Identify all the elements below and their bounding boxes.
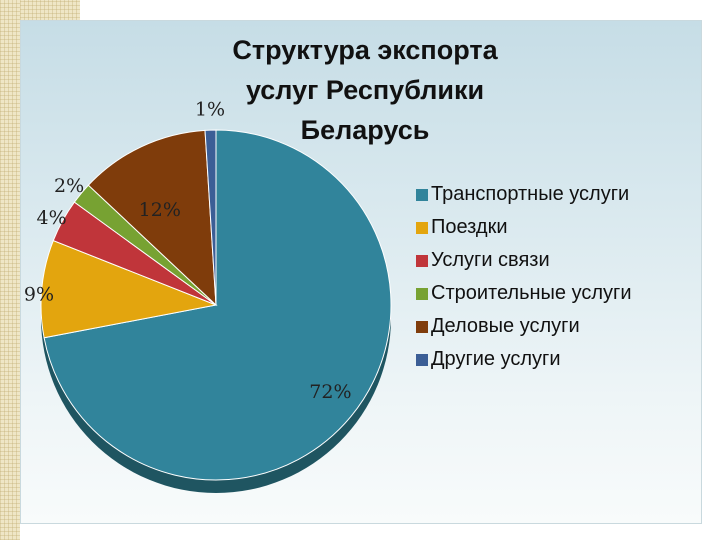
data-labels: 72% 9% 4% 2% 12% 1% <box>24 99 352 403</box>
legend-label: Поездки <box>431 216 508 238</box>
legend-item: Строительные услуги <box>416 277 632 310</box>
decorative-top-band <box>20 0 80 22</box>
legend-swatch <box>416 221 428 234</box>
chart-title-line-3: Беларусь <box>300 115 430 145</box>
chart-title-line-1: Структура экспорта <box>232 35 498 65</box>
legend-item: Поездки <box>416 211 632 244</box>
legend-label: Другие услуги <box>431 348 561 370</box>
data-label-4: 2% <box>54 175 84 197</box>
pie-slice-1 <box>43 129 392 481</box>
pie-slice-6 <box>204 129 217 306</box>
pie-slice-2 <box>40 239 218 339</box>
legend-swatch <box>416 353 428 366</box>
legend-swatch <box>416 188 428 201</box>
data-label-6: 1% <box>195 99 225 121</box>
pie-slices <box>40 129 392 493</box>
data-label-2: 9% <box>24 284 54 306</box>
chart-legend: Транспортные услуги Поездки Услуги связи… <box>416 178 632 376</box>
legend-label: Строительные услуги <box>431 282 632 304</box>
data-label-5: 12% <box>139 199 181 221</box>
legend-item: Другие услуги <box>416 343 632 376</box>
chart-title: Структура экспорта услуг Республики Бела… <box>185 30 545 150</box>
data-label-1: 72% <box>309 381 351 403</box>
legend-item: Деловые услуги <box>416 310 632 343</box>
legend-label: Деловые услуги <box>431 315 580 337</box>
legend-label: Услуги связи <box>431 249 550 271</box>
legend-swatch <box>416 287 428 300</box>
legend-label: Транспортные услуги <box>431 183 630 205</box>
legend-swatch <box>416 254 428 267</box>
pie-slice-5 <box>87 129 217 307</box>
legend-swatch <box>416 320 428 333</box>
legend-item: Услуги связи <box>416 244 632 277</box>
decorative-left-strip <box>0 0 20 540</box>
data-label-3: 4% <box>37 207 67 229</box>
legend-item: Транспортные услуги <box>416 178 632 211</box>
chart-title-line-2: услуг Республики <box>245 75 485 105</box>
